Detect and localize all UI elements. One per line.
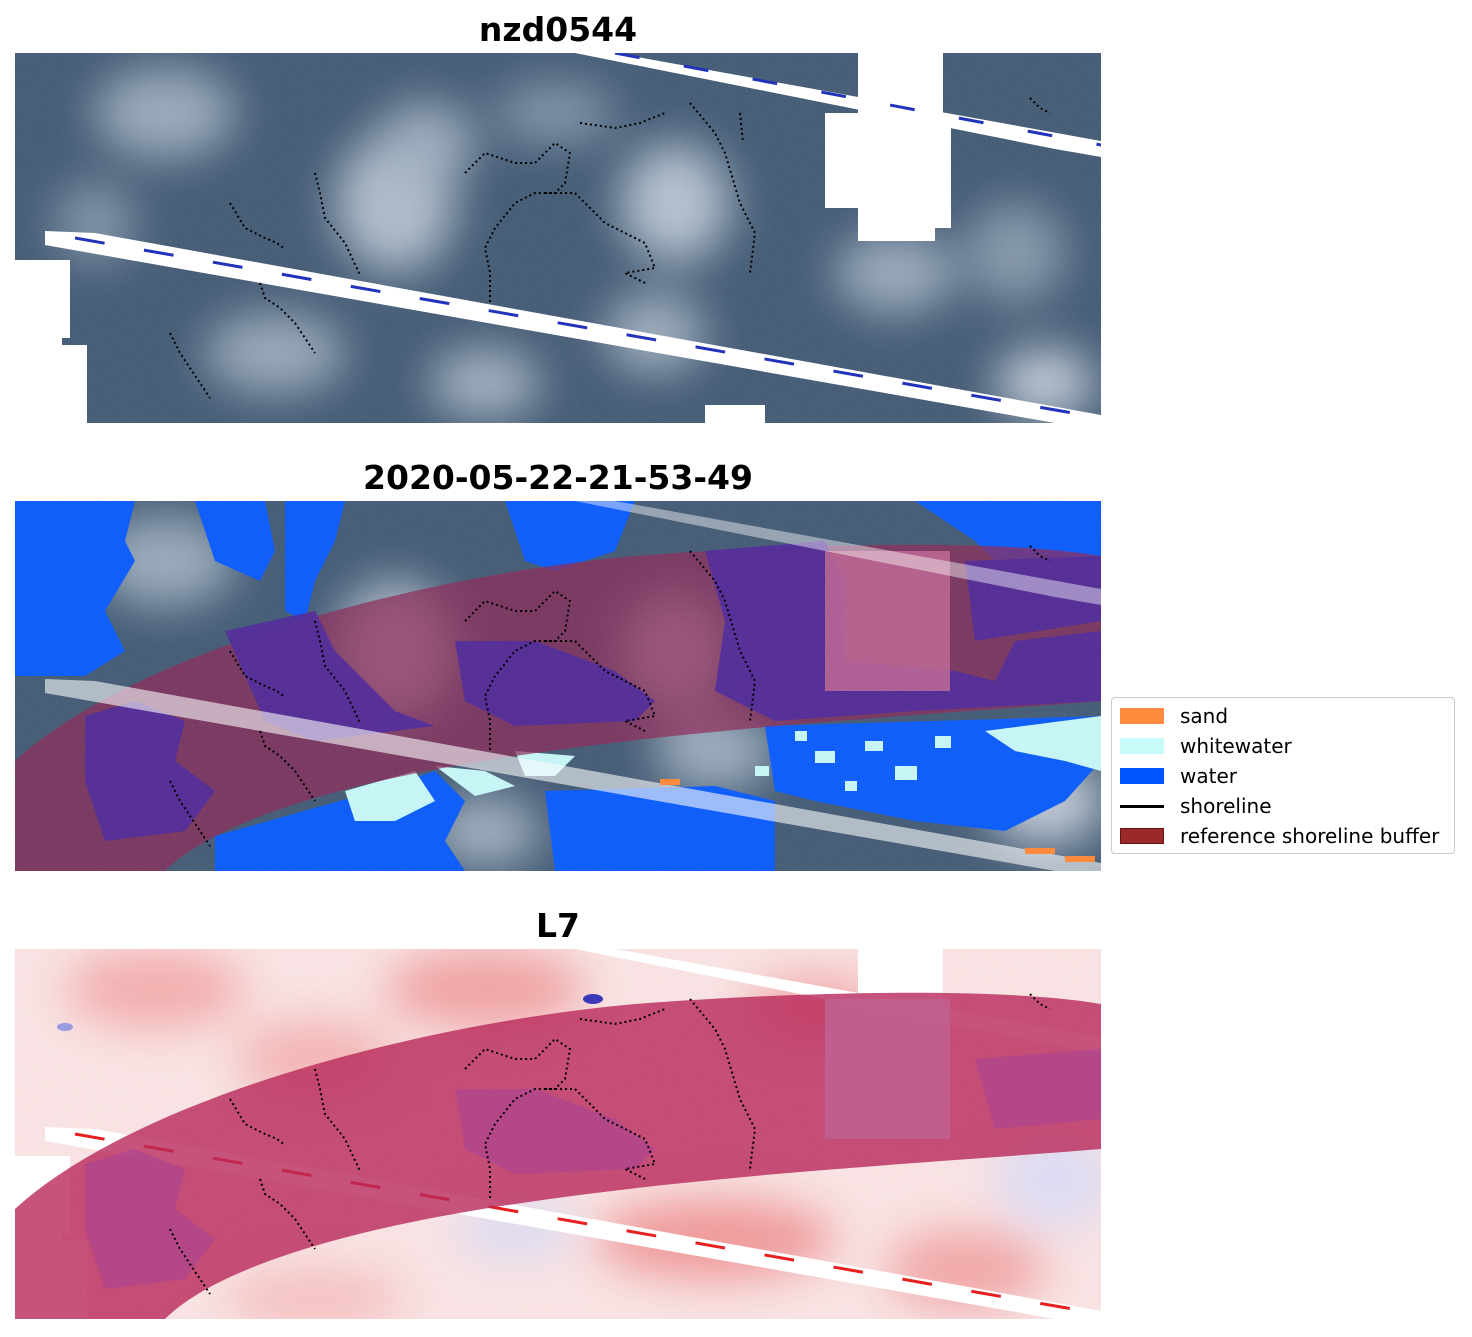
legend-item-shoreline: shoreline — [1118, 793, 1452, 819]
legend-label-whitewater: whitewater — [1180, 734, 1292, 758]
classification-panel — [15, 501, 1101, 871]
shoreline-line-swatch — [1120, 805, 1164, 808]
legend: sand whitewater water shoreline referenc… — [1111, 697, 1455, 854]
satellite-image-panel — [15, 53, 1101, 423]
reference-buffer-swatch — [1120, 828, 1164, 844]
whitewater-swatch — [1120, 738, 1164, 754]
legend-item-reference-buffer: reference shoreline buffer — [1118, 823, 1452, 849]
legend-label-water: water — [1180, 764, 1237, 788]
legend-item-water: water — [1118, 763, 1452, 789]
top-panel-title: nzd0544 — [478, 10, 638, 49]
legend-label-reference-buffer: reference shoreline buffer — [1180, 824, 1440, 848]
index-panel — [15, 949, 1101, 1319]
legend-item-sand: sand — [1118, 703, 1452, 729]
legend-item-whitewater: whitewater — [1118, 733, 1452, 759]
sand-swatch — [1120, 708, 1164, 724]
bottom-panel-title: L7 — [536, 906, 580, 945]
middle-panel-title: 2020-05-22-21-53-49 — [363, 458, 753, 497]
legend-label-sand: sand — [1180, 704, 1229, 728]
legend-label-shoreline: shoreline — [1180, 794, 1272, 818]
water-swatch — [1120, 768, 1164, 784]
